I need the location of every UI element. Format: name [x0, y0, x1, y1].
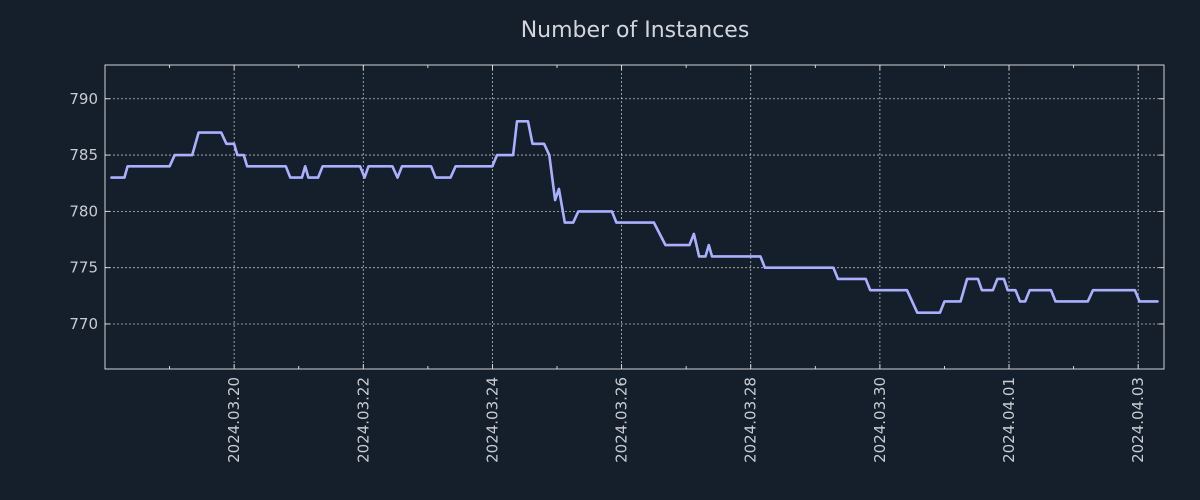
y-tick-label: 780	[69, 202, 98, 220]
y-tick-label: 790	[69, 90, 98, 108]
x-tick-label: 2024.03.30	[871, 377, 889, 463]
y-tick-label: 770	[69, 315, 98, 333]
y-tick-label: 775	[69, 259, 98, 277]
chart-title: Number of Instances	[521, 18, 750, 43]
x-tick-label: 2024.03.22	[354, 377, 372, 463]
x-tick-label: 2024.03.24	[483, 377, 501, 463]
grid	[105, 65, 1164, 369]
x-tick-label: 2024.03.28	[742, 377, 760, 463]
series-layer	[110, 120, 1159, 314]
x-tick-label: 2024.04.03	[1129, 377, 1147, 463]
plot-frame	[104, 64, 1165, 370]
axis-ticks	[105, 65, 1164, 369]
x-tick-label: 2024.03.20	[225, 377, 243, 463]
y-axis-tick-labels: 770 775 780 785 790	[69, 90, 98, 333]
x-tick-label: 2024.03.26	[613, 377, 631, 463]
x-axis-tick-labels: 2024.03.20 2024.03.22 2024.03.24 2024.03.26…	[225, 377, 1147, 463]
x-tick-label: 2024.04.01	[1000, 377, 1018, 463]
y-tick-label: 785	[69, 146, 98, 164]
series-line-instances	[110, 120, 1159, 314]
